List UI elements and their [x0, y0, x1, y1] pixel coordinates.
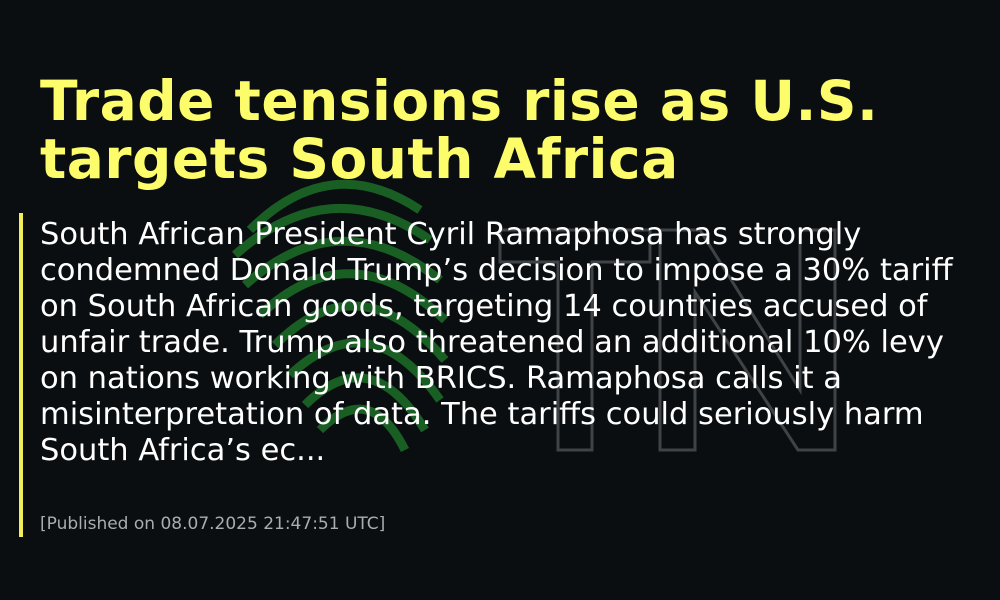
headline: Trade tensions rise as U.S. targets Sout…	[40, 69, 879, 191]
accent-bar	[19, 213, 23, 537]
summary: South African President Cyril Ramaphosa …	[40, 217, 953, 468]
published-date: [Published on 08.07.2025 21:47:51 UTC]	[40, 514, 386, 534]
